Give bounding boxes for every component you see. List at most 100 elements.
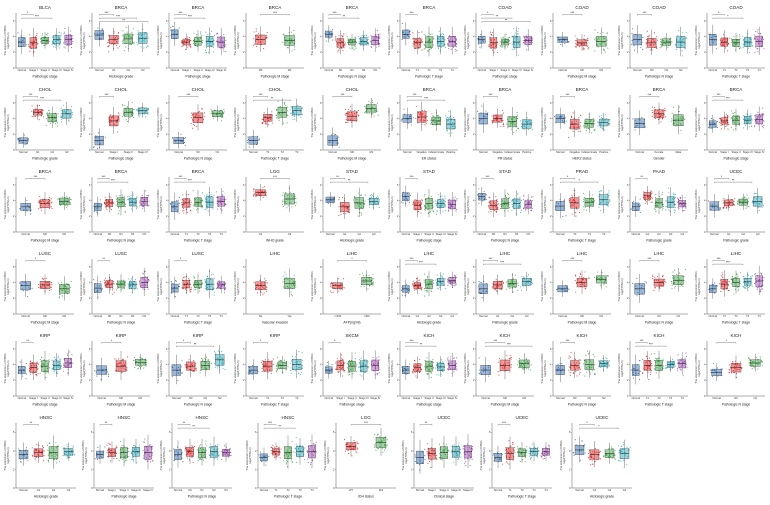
data-point bbox=[295, 198, 297, 200]
data-point bbox=[379, 199, 381, 201]
data-point bbox=[726, 114, 729, 117]
data-point bbox=[282, 34, 284, 36]
significance-bracket bbox=[560, 181, 599, 184]
data-point bbox=[491, 119, 493, 122]
x-tick-label: Stage III bbox=[205, 68, 215, 72]
data-point bbox=[198, 38, 200, 40]
data-point bbox=[414, 202, 417, 204]
data-point bbox=[654, 107, 656, 109]
x-tick-label: Normal bbox=[632, 232, 641, 236]
y-axis-label: The expression of CBX1 bbox=[463, 25, 467, 56]
data-point bbox=[122, 198, 125, 200]
data-point bbox=[568, 198, 570, 200]
data-point bbox=[513, 43, 516, 45]
data-point bbox=[204, 195, 206, 197]
data-point bbox=[68, 119, 70, 121]
data-point bbox=[270, 118, 272, 120]
x-tick-label: N2 bbox=[362, 68, 366, 72]
data-point bbox=[130, 114, 132, 116]
data-point bbox=[373, 200, 375, 202]
data-point bbox=[108, 281, 110, 283]
data-point bbox=[412, 32, 414, 34]
data-point bbox=[725, 206, 727, 208]
significance-bracket bbox=[712, 17, 744, 20]
data-point bbox=[130, 113, 132, 115]
data-point bbox=[674, 197, 676, 199]
data-point bbox=[371, 194, 373, 197]
data-point bbox=[22, 40, 24, 42]
y-tick-label: 2 bbox=[89, 132, 91, 136]
significance-bracket bbox=[97, 181, 129, 184]
data-point bbox=[147, 37, 149, 39]
data-point bbox=[360, 38, 362, 40]
data-point bbox=[586, 124, 589, 126]
data-point bbox=[722, 39, 724, 42]
data-point bbox=[590, 205, 592, 207]
data-point bbox=[447, 116, 449, 118]
data-point bbox=[731, 198, 733, 201]
x-tick-label: G3 bbox=[141, 68, 145, 72]
data-point bbox=[121, 34, 123, 36]
data-point bbox=[758, 209, 760, 212]
data-point bbox=[754, 126, 756, 128]
y-tick-label: 0 bbox=[89, 66, 91, 70]
y-axis-label: The expression of CBX1 bbox=[310, 107, 314, 138]
data-point bbox=[452, 46, 455, 48]
data-point bbox=[651, 198, 653, 200]
data-point bbox=[282, 122, 284, 124]
significance-bracket bbox=[712, 99, 744, 102]
data-point bbox=[572, 130, 574, 133]
data-point bbox=[662, 43, 664, 45]
data-point bbox=[291, 50, 293, 52]
data-point bbox=[757, 48, 759, 50]
data-point bbox=[649, 35, 651, 37]
data-point bbox=[657, 118, 659, 120]
data-point bbox=[379, 43, 381, 45]
data-point bbox=[633, 45, 635, 47]
data-point bbox=[426, 119, 428, 121]
y-tick-label: 0 bbox=[473, 66, 475, 70]
significance-label: *** bbox=[188, 15, 192, 19]
data-point bbox=[60, 118, 62, 120]
data-point bbox=[608, 195, 610, 197]
y-tick-label: 4 bbox=[550, 116, 552, 120]
data-point bbox=[201, 192, 203, 194]
x-tick-label: Positive bbox=[522, 150, 532, 154]
x-axis-label: HER2 status bbox=[572, 157, 591, 161]
data-point bbox=[38, 112, 40, 114]
data-point bbox=[121, 115, 123, 118]
data-point bbox=[736, 203, 738, 205]
data-point bbox=[488, 44, 490, 46]
x-tick-label: T4 bbox=[220, 232, 224, 236]
data-point bbox=[26, 200, 28, 202]
data-point bbox=[136, 283, 138, 285]
data-point bbox=[121, 200, 123, 202]
data-point bbox=[727, 206, 729, 208]
data-point bbox=[433, 201, 435, 203]
data-point bbox=[597, 125, 599, 127]
data-point bbox=[532, 195, 534, 198]
data-point bbox=[293, 112, 295, 114]
data-point bbox=[283, 33, 285, 35]
x-tick-label: T2 bbox=[427, 68, 431, 72]
data-point bbox=[746, 113, 748, 115]
data-point bbox=[680, 115, 682, 117]
significance-label: *** bbox=[179, 11, 183, 15]
data-point bbox=[101, 204, 103, 206]
data-point bbox=[29, 50, 31, 52]
data-point bbox=[433, 118, 435, 120]
data-point bbox=[672, 197, 674, 199]
data-point bbox=[120, 214, 122, 216]
data-point bbox=[361, 39, 364, 41]
data-point bbox=[29, 288, 31, 290]
data-point bbox=[133, 109, 135, 111]
data-point bbox=[648, 198, 650, 200]
y-axis-label: log2(TPM+1) bbox=[313, 114, 317, 130]
data-point bbox=[136, 288, 138, 290]
y-tick-label: 0 bbox=[13, 66, 15, 70]
data-point bbox=[139, 111, 141, 113]
data-point bbox=[455, 48, 457, 51]
data-point bbox=[412, 117, 414, 119]
data-point bbox=[171, 202, 173, 204]
